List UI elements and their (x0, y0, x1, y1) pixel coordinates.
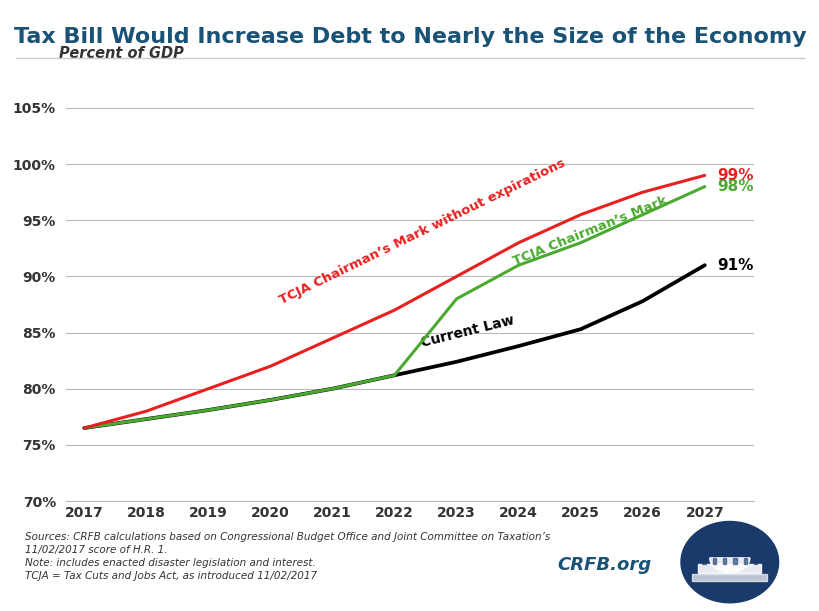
Text: Current Law: Current Law (419, 313, 515, 350)
Polygon shape (708, 558, 749, 573)
Text: 91%: 91% (717, 258, 753, 273)
Polygon shape (712, 558, 715, 565)
Text: Sources: CRFB calculations based on Congressional Budget Office and Joint Commit: Sources: CRFB calculations based on Cong… (25, 532, 550, 581)
Polygon shape (691, 574, 766, 582)
Text: Percent of GDP: Percent of GDP (59, 46, 183, 60)
Polygon shape (681, 522, 777, 602)
Polygon shape (722, 558, 726, 565)
Polygon shape (732, 558, 735, 565)
Text: CRFB.org: CRFB.org (557, 556, 651, 574)
Text: 99%: 99% (717, 168, 753, 183)
Text: TCJA Chairman’s Mark: TCJA Chairman’s Mark (511, 194, 669, 268)
Text: 98%: 98% (717, 179, 753, 194)
Polygon shape (698, 565, 760, 573)
Text: Tax Bill Would Increase Debt to Nearly the Size of the Economy: Tax Bill Would Increase Debt to Nearly t… (14, 27, 805, 48)
Polygon shape (753, 558, 757, 565)
Text: TCJA Chairman’s Mark without expirations: TCJA Chairman’s Mark without expirations (277, 156, 567, 307)
Polygon shape (743, 558, 746, 565)
Polygon shape (701, 558, 705, 565)
